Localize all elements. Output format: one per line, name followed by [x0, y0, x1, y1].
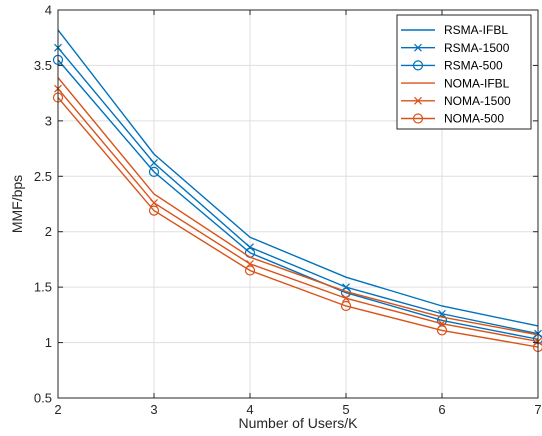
data-point-rsma-1500 — [246, 243, 254, 252]
data-point-rsma-500 — [436, 315, 448, 326]
data-point-noma-500 — [244, 265, 256, 276]
axis-ticks: 2 3 4 5 6 7 0.5 1 1.5 2 2.5 3 3.5 4 — [34, 3, 542, 418]
legend-entry-rsma-500: RSMA-500 — [401, 59, 503, 73]
y-tick-label: 3.5 — [34, 58, 52, 73]
x-tick-label: 7 — [534, 402, 541, 417]
legend-entry-noma-ifbl: NOMA-IFBL — [401, 76, 510, 90]
data-point-rsma-500 — [148, 166, 160, 177]
legend-label: RSMA-500 — [444, 59, 503, 73]
legend-marker — [412, 113, 424, 124]
series-rsma-ifbl — [57, 29, 539, 327]
legend-marker — [414, 43, 422, 52]
legend-label: NOMA-500 — [444, 112, 504, 126]
data-point-rsma-1500 — [342, 283, 350, 292]
legend-marker — [414, 96, 422, 105]
legend: RSMA-IFBL RSMA-1500 RSMA-500 NOMA-IFBL NOMA-… — [396, 14, 532, 130]
x-tick-label: 2 — [54, 402, 61, 417]
y-tick-label: 1.5 — [34, 280, 52, 295]
series-rsma-1500 — [54, 43, 542, 338]
y-tick-label: 2 — [45, 224, 52, 239]
x-tick-label: 6 — [438, 402, 445, 417]
legend-entry-noma-500: NOMA-500 — [401, 112, 504, 126]
series-line-noma-500 — [57, 97, 539, 348]
legend-label: NOMA-IFBL — [444, 76, 510, 90]
series-noma-ifbl — [57, 77, 539, 336]
y-tick-label: 0.5 — [34, 391, 52, 406]
plot-frame — [57, 9, 539, 399]
legend-label: RSMA-1500 — [444, 41, 510, 55]
data-point-noma-1500 — [342, 294, 350, 303]
y-tick-label: 1 — [45, 335, 52, 350]
legend-entry-rsma-ifbl: RSMA-IFBL — [401, 23, 508, 37]
y-tick-label: 2.5 — [34, 169, 52, 184]
legend-entry-rsma-1500: RSMA-1500 — [401, 41, 510, 55]
series-line-rsma-ifbl — [57, 29, 539, 327]
legend-label: NOMA-1500 — [444, 94, 511, 108]
x-tick-label: 4 — [246, 402, 253, 417]
series-line-noma-ifbl — [57, 77, 539, 336]
legend-entry-noma-1500: NOMA-1500 — [401, 94, 511, 108]
data-point-noma-500 — [436, 325, 448, 336]
data-point-noma-1500 — [150, 198, 158, 207]
legend-box — [396, 14, 532, 130]
legend-label: RSMA-IFBL — [444, 23, 508, 37]
x-axis-label: Number of Users/K — [238, 415, 358, 431]
x-tick-label: 5 — [342, 402, 349, 417]
series-line-noma-1500 — [57, 88, 539, 343]
data-point-noma-500 — [340, 300, 352, 312]
series-line-rsma-500 — [57, 59, 539, 340]
y-tick-label: 3 — [45, 113, 52, 128]
x-tick-label: 3 — [150, 402, 157, 417]
series-group — [52, 29, 542, 353]
legend-marker — [412, 60, 424, 71]
data-point-noma-500 — [148, 205, 160, 216]
series-line-rsma-1500 — [57, 47, 539, 335]
y-tick-label: 4 — [45, 3, 52, 18]
y-axis-label: MMF/bps — [9, 175, 25, 233]
data-point-rsma-1500 — [150, 159, 158, 167]
